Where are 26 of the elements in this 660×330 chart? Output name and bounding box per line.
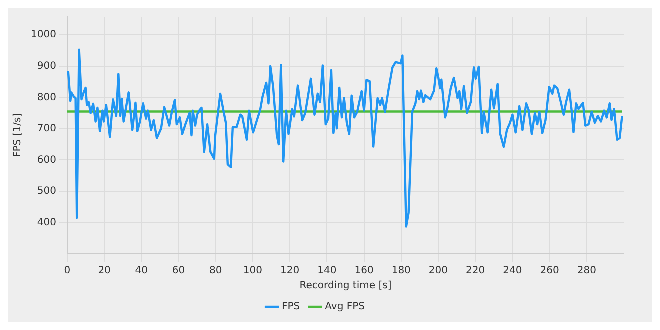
y-tick-label: 800	[37, 92, 56, 104]
x-tick-label: 40	[135, 266, 148, 277]
x-tick-label: 80	[209, 266, 222, 277]
x-tick-label: 140	[318, 266, 337, 277]
y-tick-label: 1000	[30, 30, 56, 41]
x-tick-label: 160	[354, 266, 374, 277]
legend-label: FPS	[282, 302, 300, 313]
y-tick-label: 700	[37, 124, 56, 135]
y-tick-label: 600	[37, 154, 56, 166]
y-tick-label: 400	[37, 217, 56, 228]
x-tick-label: 0	[64, 266, 71, 277]
x-tick-label: 240	[503, 266, 522, 277]
x-tick-label: 220	[466, 266, 486, 277]
x-tick-label: 180	[392, 266, 411, 277]
x-tick-label: 100	[243, 266, 263, 277]
x-tick-label: 260	[540, 266, 560, 277]
x-tick-label: 120	[280, 266, 300, 277]
y-tick-label: 500	[37, 186, 56, 198]
x-tick-label: 200	[428, 266, 448, 277]
y-axis-title: FPS [1/s]	[12, 113, 24, 158]
x-axis-title: Recording time [s]	[300, 280, 392, 292]
y-tick-label: 900	[37, 60, 56, 72]
x-tick-label: 280	[577, 266, 596, 277]
x-tick-label: 20	[98, 266, 111, 277]
x-tick-label: 60	[172, 266, 186, 277]
legend-label: Avg FPS	[325, 302, 365, 313]
